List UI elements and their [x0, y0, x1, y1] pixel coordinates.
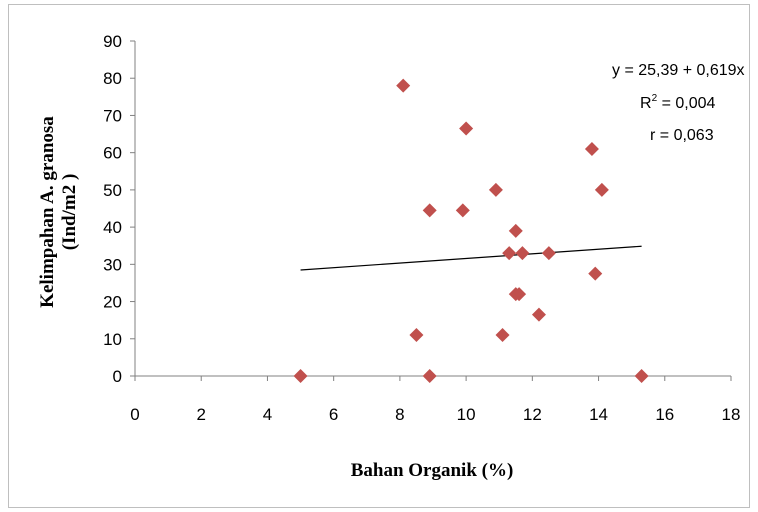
y-tick-label: 70 — [103, 106, 122, 125]
x-tick-label: 4 — [263, 405, 272, 424]
y-axis-title-line2: (Ind/m2 ) — [59, 174, 80, 251]
data-point — [396, 78, 411, 93]
y-tick-label: 10 — [103, 330, 122, 349]
data-point — [634, 369, 649, 383]
x-tick-label: 0 — [130, 405, 139, 424]
x-tick-label: 16 — [655, 405, 674, 424]
x-tick-label: 18 — [722, 405, 741, 424]
x-tick-label: 10 — [457, 405, 476, 424]
regression-equation: y = 25,39 + 0,619x — [612, 62, 745, 79]
data-points — [293, 78, 649, 383]
data-point — [488, 182, 503, 197]
x-tick-label: 2 — [196, 405, 205, 424]
y-tick-label: 0 — [113, 367, 122, 386]
data-point — [531, 307, 546, 322]
data-point — [422, 203, 437, 218]
y-tick-label: 50 — [103, 181, 122, 200]
data-point — [512, 287, 527, 302]
y-tick-label: 90 — [103, 32, 122, 51]
y-tick-label: 40 — [103, 218, 122, 237]
data-point — [409, 328, 424, 343]
data-point — [422, 369, 437, 383]
y-tick-label: 20 — [103, 293, 122, 312]
correlation-r-label: r = 0,063 — [650, 127, 714, 144]
trendline — [300, 245, 642, 271]
r-squared-label: R2 = 0,004 — [640, 93, 716, 112]
x-axis-title: Bahan Organik (%) — [351, 460, 514, 481]
x-tick-label: 6 — [329, 405, 338, 424]
y-tick-label: 80 — [103, 69, 122, 88]
y-axis-title-line1: Kelimpahan A. granosa — [37, 116, 58, 308]
data-point — [584, 141, 599, 156]
data-point — [594, 182, 609, 197]
data-point — [541, 246, 556, 261]
data-point — [588, 266, 603, 281]
y-tick-labels: 0 10 20 30 40 50 60 70 80 90 — [103, 32, 135, 386]
y-axis-title: Kelimpahan A. granosa (Ind/m2 ) — [37, 116, 80, 308]
data-point — [508, 223, 523, 238]
y-tick-label: 30 — [103, 255, 122, 274]
data-point — [502, 246, 517, 261]
data-point — [459, 121, 474, 136]
data-point — [293, 369, 308, 383]
r-squared-prefix: R — [640, 95, 652, 112]
x-tick-label: 14 — [589, 405, 608, 424]
x-tick-label: 12 — [523, 405, 542, 424]
x-tick-label: 8 — [395, 405, 404, 424]
r-squared-value: = 0,004 — [657, 95, 715, 112]
data-point — [455, 203, 470, 218]
y-tick-label: 60 — [103, 144, 122, 163]
data-point — [515, 246, 530, 261]
r-squared-superscript: 2 — [652, 93, 658, 104]
x-tick-labels: 0 2 4 6 8 10 12 14 16 18 — [130, 376, 740, 424]
data-point — [495, 328, 510, 343]
chart-frame — [8, 4, 750, 508]
trendline-group — [300, 245, 642, 271]
